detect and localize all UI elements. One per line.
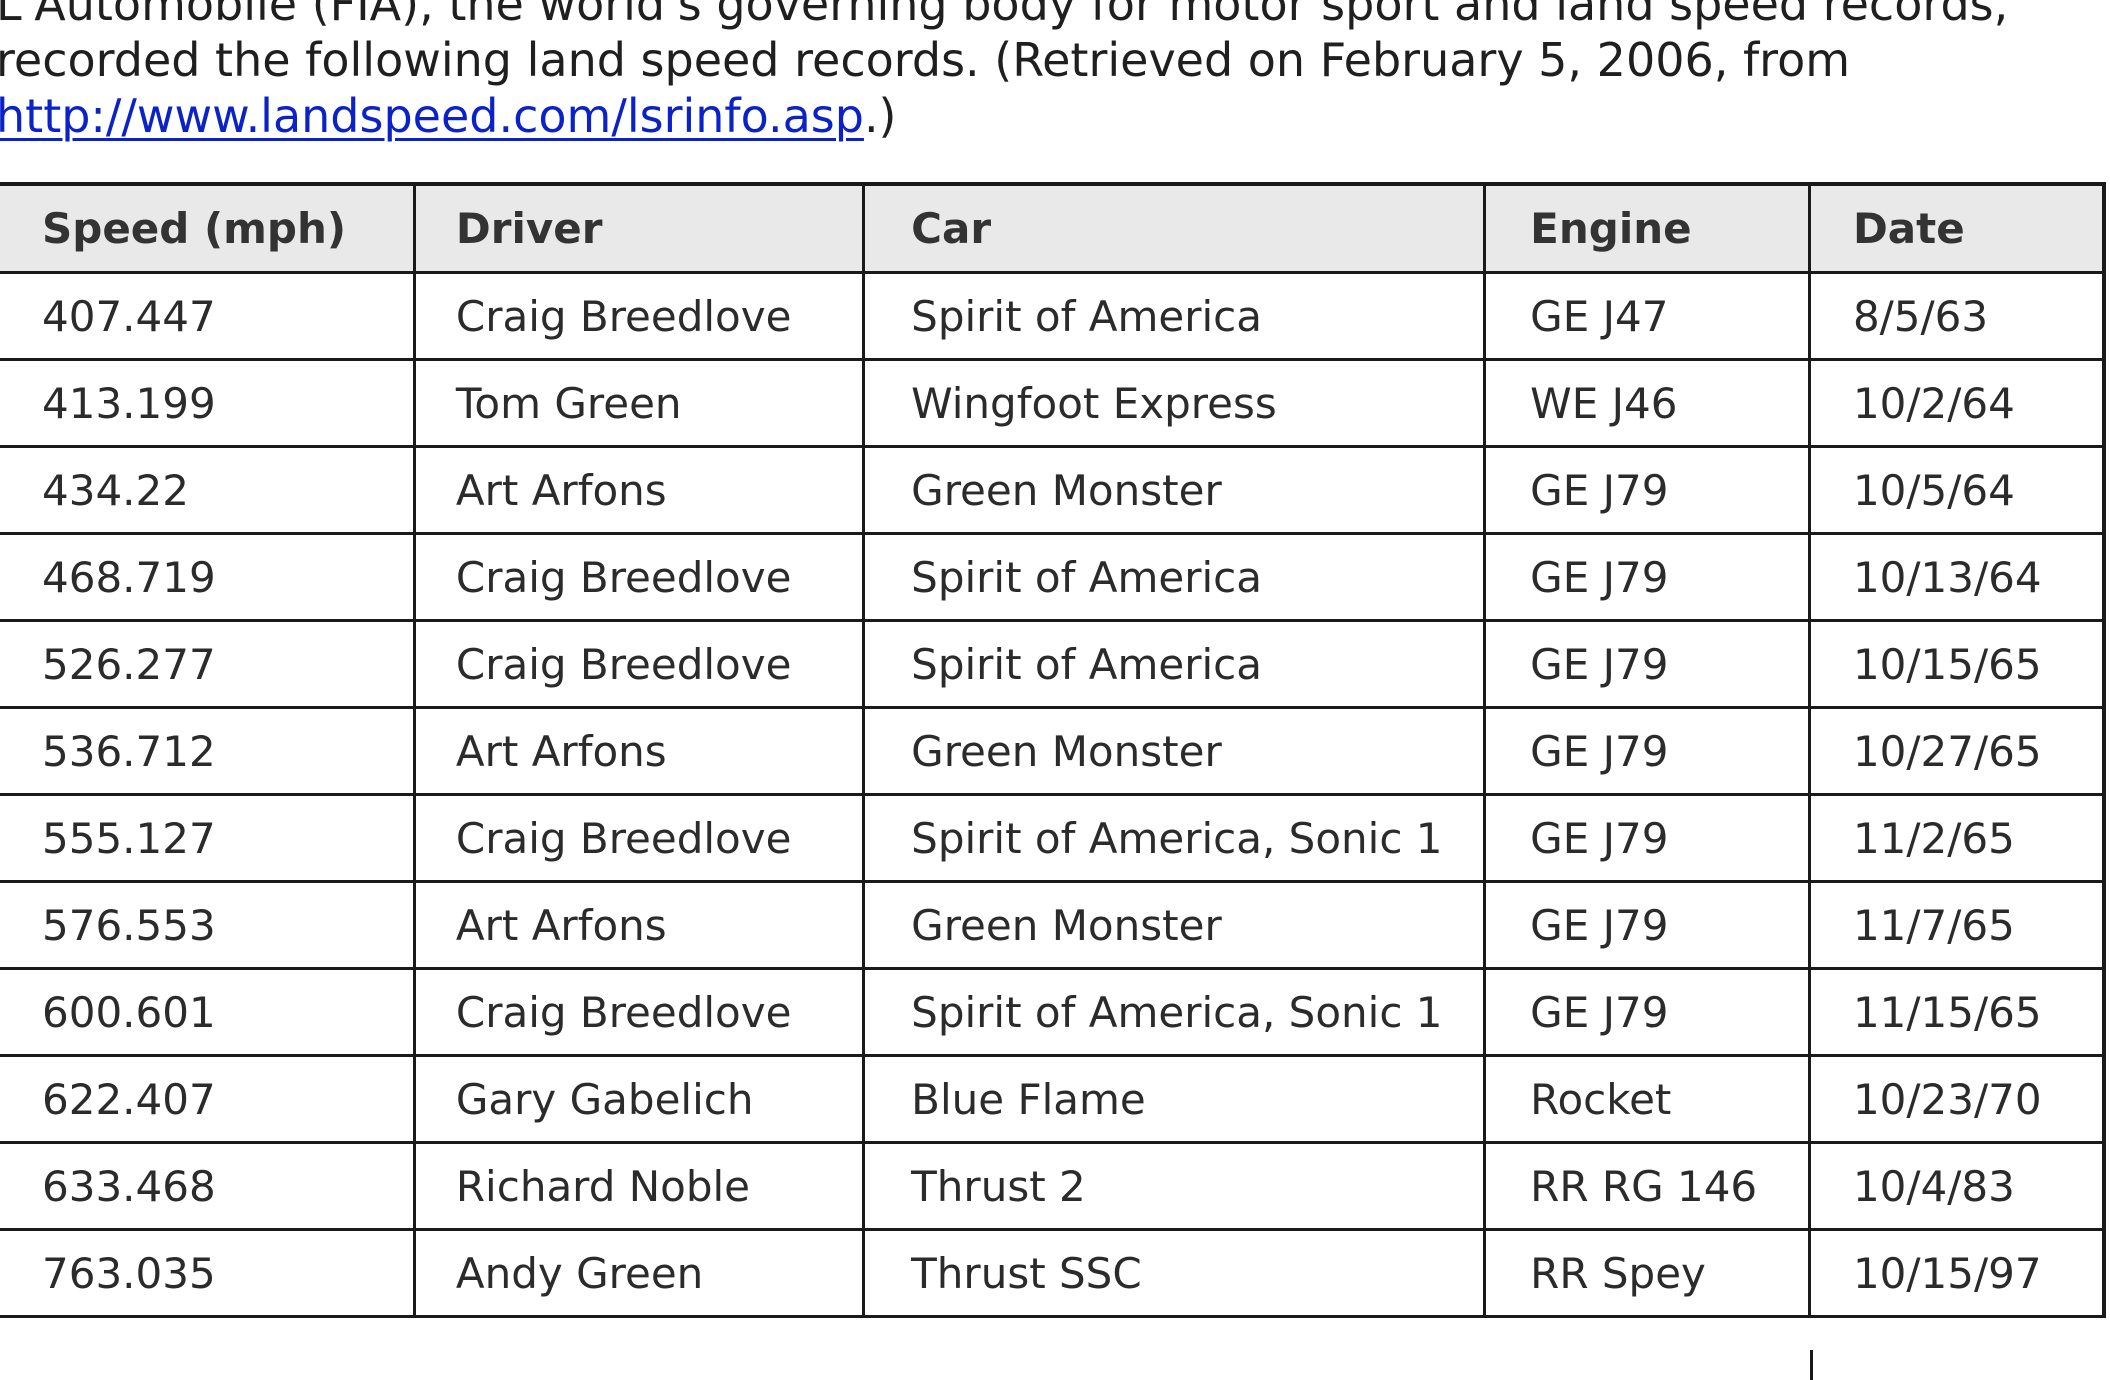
- cell-speed: 555.127: [0, 793, 416, 883]
- cell-speed: 434.22: [0, 445, 416, 535]
- cell-driver: Richard Noble: [412, 1141, 866, 1231]
- intro-paragraph: L'Automobile (FIA), the world's governin…: [0, 0, 2106, 144]
- cell-car: Spirit of America: [862, 619, 1487, 709]
- cell-date: 10/13/64: [1807, 532, 2106, 622]
- cell-engine: GE J79: [1483, 706, 1811, 796]
- cell-car: Spirit of America, Sonic 1: [862, 967, 1487, 1057]
- cell-date: 11/15/65: [1807, 967, 2106, 1057]
- header-date: Date: [1807, 182, 2106, 274]
- cell-driver: Craig Breedlove: [412, 793, 866, 883]
- cell-car: Green Monster: [862, 445, 1487, 535]
- table-row: 763.035 Andy Green Thrust SSC RR Spey 10/15/…: [0, 1228, 2106, 1318]
- cell-speed: 526.277: [0, 619, 416, 709]
- cell-speed: 600.601: [0, 967, 416, 1057]
- cell-speed: 413.199: [0, 358, 416, 448]
- table-body: 407.447 Craig Breedlove Spirit of America G…: [0, 271, 2106, 1318]
- cell-engine: RR RG 146: [1483, 1141, 1811, 1231]
- cell-driver: Craig Breedlove: [412, 619, 866, 709]
- intro-line-2: recorded the following land speed record…: [0, 33, 1851, 87]
- cell-engine: GE J79: [1483, 880, 1811, 970]
- cell-car: Spirit of America: [862, 271, 1487, 361]
- source-link[interactable]: http://www.landspeed.com/lsrinfo.asp: [0, 89, 864, 143]
- table-row: 622.407 Gary Gabelich Blue Flame Rocket 10/2…: [0, 1054, 2106, 1144]
- cell-driver: Tom Green: [412, 358, 866, 448]
- cell-engine: GE J79: [1483, 793, 1811, 883]
- cell-date: 11/7/65: [1807, 880, 2106, 970]
- table-row: 468.719 Craig Breedlove Spirit of America G…: [0, 532, 2106, 622]
- table-row: 413.199 Tom Green Wingfoot Express WE J46 10…: [0, 358, 2106, 448]
- table-row: 555.127 Craig Breedlove Spirit of America,…: [0, 793, 2106, 883]
- cell-engine: GE J79: [1483, 532, 1811, 622]
- cell-car: Green Monster: [862, 706, 1487, 796]
- table-row: 536.712 Art Arfons Green Monster GE J79 10/2…: [0, 706, 2106, 796]
- cell-driver: Craig Breedlove: [412, 967, 866, 1057]
- cell-engine: GE J79: [1483, 967, 1811, 1057]
- cell-driver: Art Arfons: [412, 445, 866, 535]
- cell-driver: Craig Breedlove: [412, 271, 866, 361]
- cell-date: 10/4/83: [1807, 1141, 2106, 1231]
- cell-car: Thrust 2: [862, 1141, 1487, 1231]
- cell-car: Blue Flame: [862, 1054, 1487, 1144]
- intro-line-3-suffix: .): [863, 89, 897, 143]
- header-speed: Speed (mph): [0, 182, 416, 274]
- cell-car: Green Monster: [862, 880, 1487, 970]
- table-row: 633.468 Richard Noble Thrust 2 RR RG 146 10/…: [0, 1141, 2106, 1231]
- cell-driver: Art Arfons: [412, 880, 866, 970]
- column-divider-stub: [1810, 1350, 1813, 1380]
- table-row: 576.553 Art Arfons Green Monster GE J79 11/7…: [0, 880, 2106, 970]
- cell-speed: 407.447: [0, 271, 416, 361]
- cell-engine: Rocket: [1483, 1054, 1811, 1144]
- cell-date: 10/27/65: [1807, 706, 2106, 796]
- cell-car: Thrust SSC: [862, 1228, 1487, 1318]
- cell-engine: GE J47: [1483, 271, 1811, 361]
- cell-speed: 633.468: [0, 1141, 416, 1231]
- cell-engine: RR Spey: [1483, 1228, 1811, 1318]
- cell-date: 10/15/97: [1807, 1228, 2106, 1318]
- cell-speed: 536.712: [0, 706, 416, 796]
- cell-speed: 622.407: [0, 1054, 416, 1144]
- cell-driver: Gary Gabelich: [412, 1054, 866, 1144]
- table-row: 434.22 Art Arfons Green Monster GE J79 10/5/…: [0, 445, 2106, 535]
- cell-engine: WE J46: [1483, 358, 1811, 448]
- cell-date: 10/2/64: [1807, 358, 2106, 448]
- cell-date: 10/23/70: [1807, 1054, 2106, 1144]
- table-row: 600.601 Craig Breedlove Spirit of America,…: [0, 967, 2106, 1057]
- cell-driver: Andy Green: [412, 1228, 866, 1318]
- intro-line-1: L'Automobile (FIA), the world's governin…: [0, 0, 2009, 31]
- cell-driver: Art Arfons: [412, 706, 866, 796]
- cell-driver: Craig Breedlove: [412, 532, 866, 622]
- cell-speed: 576.553: [0, 880, 416, 970]
- cell-engine: GE J79: [1483, 445, 1811, 535]
- cell-car: Wingfoot Express: [862, 358, 1487, 448]
- cell-car: Spirit of America, Sonic 1: [862, 793, 1487, 883]
- cell-engine: GE J79: [1483, 619, 1811, 709]
- cell-date: 10/15/65: [1807, 619, 2106, 709]
- header-car: Car: [862, 182, 1487, 274]
- cell-speed: 763.035: [0, 1228, 416, 1318]
- header-driver: Driver: [412, 182, 866, 274]
- land-speed-records-table: Speed (mph) Driver Car Engine Date 407.4…: [0, 182, 2106, 1318]
- cell-date: 8/5/63: [1807, 271, 2106, 361]
- intro-line-3: http://www.landspeed.com/lsrinfo.asp.): [0, 88, 2106, 144]
- table-row: 526.277 Craig Breedlove Spirit of America G…: [0, 619, 2106, 709]
- header-engine: Engine: [1483, 182, 1811, 274]
- cell-speed: 468.719: [0, 532, 416, 622]
- cell-date: 10/5/64: [1807, 445, 2106, 535]
- cell-date: 11/2/65: [1807, 793, 2106, 883]
- table-row: 407.447 Craig Breedlove Spirit of America G…: [0, 271, 2106, 361]
- cell-car: Spirit of America: [862, 532, 1487, 622]
- table-header-row: Speed (mph) Driver Car Engine Date: [0, 182, 2106, 274]
